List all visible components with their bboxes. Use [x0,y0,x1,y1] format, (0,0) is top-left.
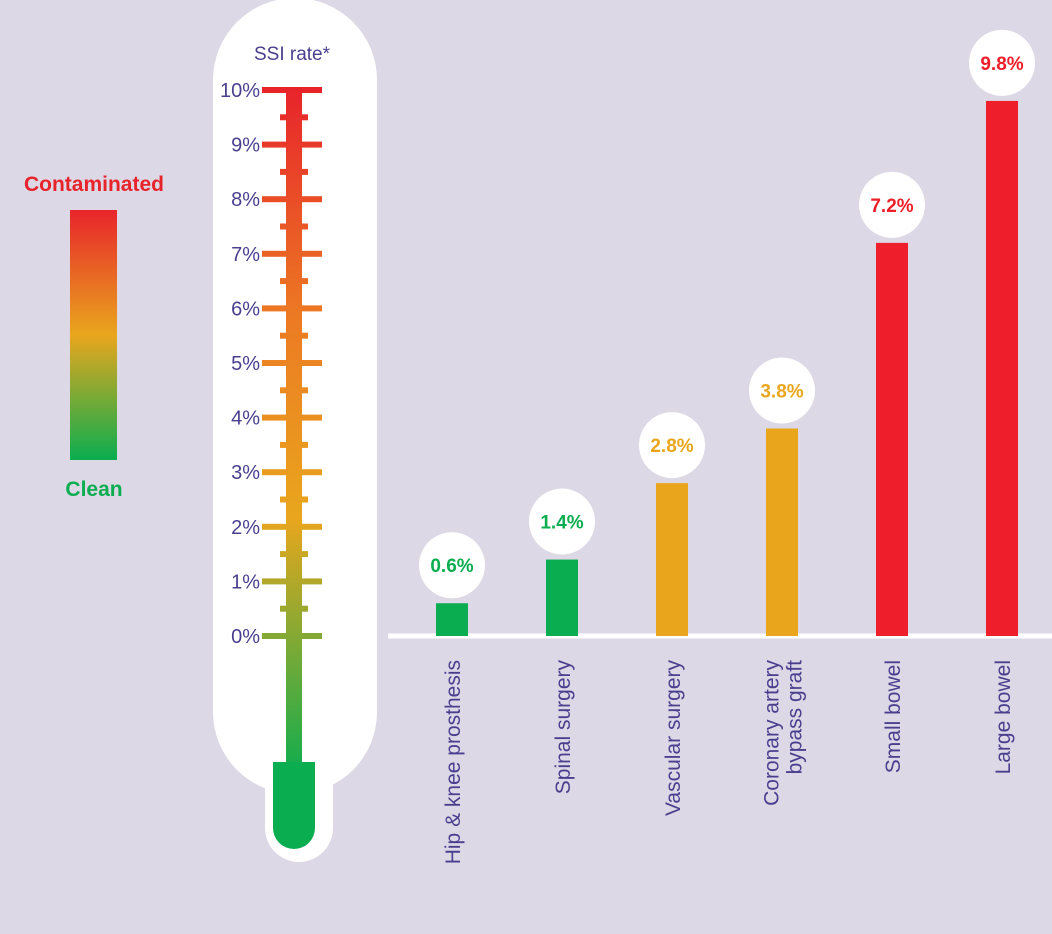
thermometer-scale: 0% 1% 2% 3% 4% 5% 6% 7% 8% 9% 10% [220,80,322,849]
thermometer-minor-tick [280,114,308,121]
thermometer-major-tick [262,87,322,93]
thermometer-minor-tick [280,387,308,394]
thermometer-tick-label: 8% [231,189,260,211]
thermometer-tick-label: 10% [220,80,260,102]
thermometer-minor-tick [280,605,308,612]
thermometer-major-tick [262,305,322,312]
value-label-bubble [529,488,595,555]
thermometer-minor-tick [280,496,308,503]
thermometer-major-tick [262,414,322,421]
bar-6 [986,100,1018,637]
value-label-bubble [859,171,925,238]
thermometer-major-tick [262,523,322,530]
thermometer-major-tick [262,141,322,148]
value-label-bubble [419,532,485,599]
thermometer-tick-label: 5% [231,353,260,375]
value-label-bubble [639,412,705,479]
thermometer-tick-label: 1% [231,571,260,593]
thermometer-column [286,90,302,780]
legend-top-label: Contaminated [24,173,164,196]
category-label: Small bowel [882,660,905,773]
category-label: bypass graft [784,660,807,775]
legend-bottom-label: Clean [65,478,122,501]
thermometer-major-tick [262,578,322,585]
category-label: Hip & knee prosthesis [442,660,465,864]
bar-1 [436,603,468,636]
value-label: 0.6% [430,556,473,577]
thermometer-tick-label: 4% [231,408,260,430]
thermometer-major-tick [262,360,322,366]
value-label-bubble [749,357,815,424]
thermometer-tick-label: 3% [231,462,260,484]
bar-group: 0.6% Hip & knee prosthesis 1.4% Spinal surg… [419,29,1035,864]
value-label: 1.4% [540,513,583,534]
thermometer-major-tick [262,250,322,257]
thermometer-major-tick [262,633,322,639]
thermometer-major-tick [262,469,322,476]
thermometer-tick-label: 9% [231,135,260,157]
category-label: Spinal surgery [552,660,575,795]
value-label: 7.2% [870,196,913,217]
bar-4 [766,428,798,636]
category-label: Vascular surgery [662,660,685,817]
value-label: 3.8% [760,382,803,403]
bar-5 [876,242,908,636]
thermometer-minor-tick [280,441,308,448]
thermometer-tick-label: 2% [231,517,260,539]
thermometer-major-tick [262,196,322,203]
value-label: 2.8% [650,436,693,457]
bar-2 [546,559,578,636]
bar-3 [656,483,688,636]
category-label: Coronary artery [761,660,784,806]
thermometer-minor-tick [280,332,308,339]
legend-color-scale [70,210,117,460]
category-label: Large bowel [992,660,1015,774]
thermometer-minor-tick [280,551,308,558]
thermometer-minor-tick [280,168,308,175]
thermometer-tick-label: 0% [231,626,260,648]
thermometer-minor-tick [280,223,308,230]
thermometer-tick-label: 7% [231,244,260,266]
thermometer-tick-label: 6% [231,298,260,320]
value-label: 9.8% [980,54,1023,75]
thermometer-title: SSI rate* [254,44,331,65]
value-label-bubble [969,29,1035,96]
thermometer-minor-tick [280,278,308,285]
thermometer-bulb-fill [273,762,315,849]
